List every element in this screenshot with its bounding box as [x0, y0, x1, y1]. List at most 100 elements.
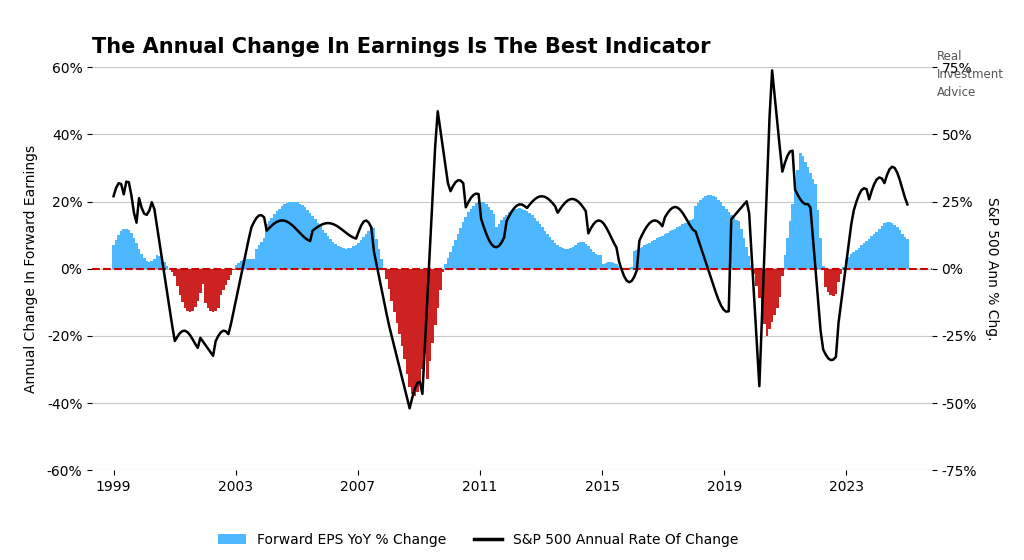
- Bar: [378, 249, 380, 269]
- Bar: [166, 265, 169, 269]
- Bar: [574, 245, 577, 269]
- Bar: [745, 247, 748, 269]
- Bar: [439, 269, 441, 290]
- Bar: [465, 217, 467, 269]
- Bar: [735, 220, 737, 269]
- Bar: [878, 228, 881, 269]
- Bar: [794, 187, 797, 269]
- Bar: [357, 242, 359, 269]
- Bar: [812, 179, 814, 269]
- Bar: [730, 216, 732, 269]
- Bar: [643, 245, 646, 269]
- Bar: [544, 231, 546, 269]
- Bar: [429, 269, 431, 361]
- Bar: [424, 269, 426, 353]
- Bar: [617, 266, 621, 269]
- Bar: [482, 202, 485, 269]
- Bar: [872, 234, 876, 269]
- Bar: [347, 249, 350, 269]
- Bar: [245, 259, 248, 269]
- Bar: [403, 269, 406, 359]
- Bar: [209, 269, 212, 311]
- Bar: [615, 264, 617, 269]
- Bar: [595, 254, 597, 269]
- Bar: [118, 235, 120, 269]
- Bar: [207, 269, 209, 308]
- Bar: [349, 248, 352, 269]
- Bar: [199, 269, 202, 293]
- Bar: [362, 237, 365, 269]
- Bar: [133, 238, 135, 269]
- Bar: [865, 241, 868, 269]
- Bar: [153, 259, 156, 269]
- Bar: [773, 269, 776, 315]
- Bar: [758, 269, 761, 298]
- Bar: [860, 245, 863, 269]
- Bar: [416, 269, 419, 392]
- Bar: [857, 248, 860, 269]
- Bar: [339, 248, 342, 269]
- Bar: [281, 206, 284, 269]
- Bar: [510, 211, 513, 269]
- Bar: [263, 238, 265, 269]
- Bar: [679, 226, 682, 269]
- Bar: [224, 269, 227, 285]
- Bar: [727, 212, 730, 269]
- Bar: [804, 162, 807, 269]
- Bar: [342, 248, 345, 269]
- Bar: [275, 211, 279, 269]
- Bar: [204, 269, 207, 303]
- Bar: [539, 224, 541, 269]
- Bar: [188, 269, 191, 312]
- Bar: [234, 265, 238, 269]
- Bar: [178, 269, 181, 295]
- Bar: [217, 269, 219, 308]
- Bar: [725, 209, 727, 269]
- Bar: [566, 249, 569, 269]
- Bar: [883, 223, 886, 269]
- Bar: [393, 269, 395, 312]
- Bar: [561, 248, 564, 269]
- Bar: [219, 269, 222, 295]
- Bar: [822, 266, 824, 269]
- Bar: [113, 245, 115, 269]
- Bar: [142, 258, 145, 269]
- Bar: [314, 219, 316, 269]
- Bar: [633, 251, 636, 269]
- Bar: [876, 232, 879, 269]
- Bar: [610, 262, 612, 269]
- Bar: [250, 259, 253, 269]
- Bar: [385, 269, 388, 279]
- Bar: [556, 245, 559, 269]
- Bar: [145, 261, 148, 269]
- Bar: [243, 259, 245, 269]
- Bar: [176, 269, 178, 286]
- Bar: [161, 259, 164, 269]
- Bar: [901, 234, 903, 269]
- Bar: [411, 269, 414, 394]
- Bar: [732, 218, 735, 269]
- Bar: [450, 252, 452, 269]
- Bar: [870, 236, 873, 269]
- Bar: [689, 220, 692, 269]
- Bar: [881, 226, 884, 269]
- Bar: [653, 240, 656, 269]
- Bar: [388, 269, 390, 290]
- Bar: [577, 242, 580, 269]
- Bar: [569, 248, 571, 269]
- Bar: [441, 269, 444, 272]
- Bar: [722, 206, 725, 269]
- Bar: [370, 227, 373, 269]
- Bar: [585, 244, 587, 269]
- Bar: [268, 221, 270, 269]
- Bar: [487, 207, 490, 269]
- Bar: [768, 269, 771, 329]
- Bar: [753, 269, 756, 274]
- Bar: [783, 255, 786, 269]
- Bar: [513, 209, 516, 269]
- Bar: [781, 269, 783, 276]
- Bar: [299, 204, 301, 269]
- Bar: [505, 214, 508, 269]
- Bar: [232, 269, 234, 270]
- Bar: [279, 208, 281, 269]
